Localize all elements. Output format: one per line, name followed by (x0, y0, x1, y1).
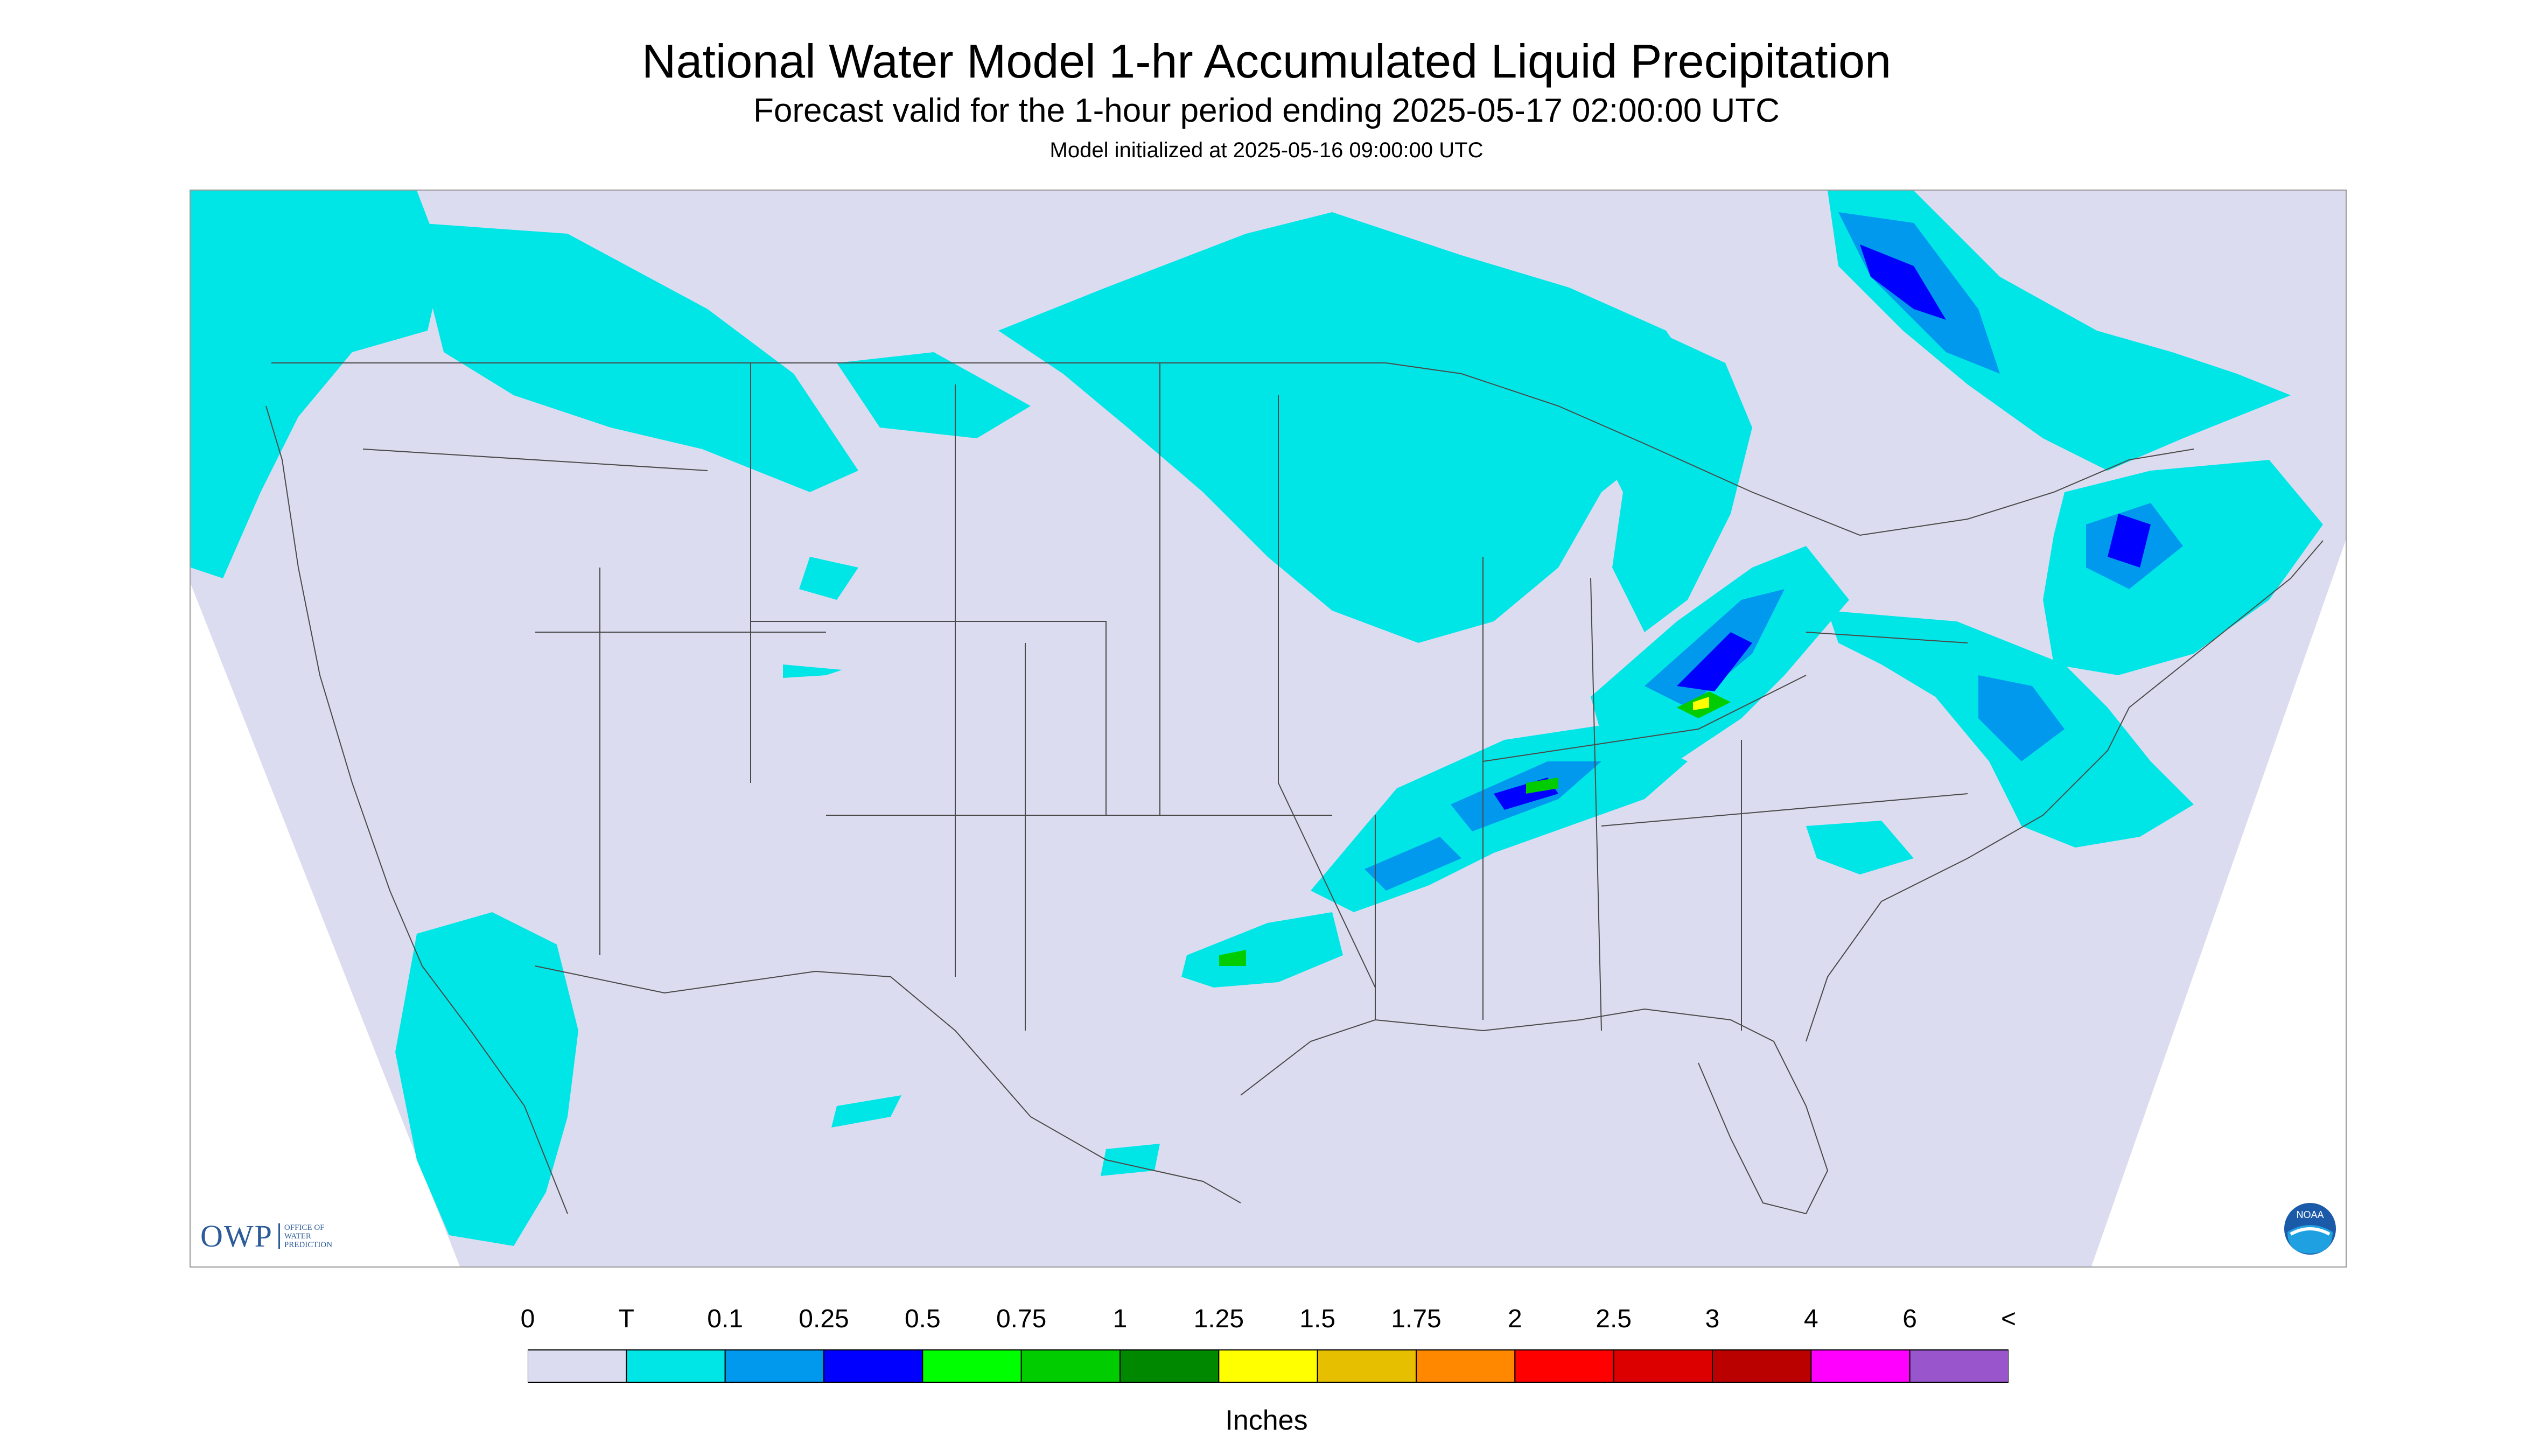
noaa-logo: NOAA (2284, 1203, 2336, 1255)
legend-tick-label: 1.25 (1193, 1305, 1244, 1333)
legend-swatch (626, 1349, 726, 1383)
precip-new-england (2043, 460, 2323, 675)
canada-us-border (271, 362, 2194, 536)
legend-swatch (1909, 1349, 2009, 1383)
owp-logo-text: OWP (200, 1219, 273, 1254)
legend-swatch (1613, 1349, 1713, 1383)
precip-yellow-cores (1693, 697, 1709, 710)
precip-color-scale (528, 1349, 2009, 1383)
west-coast (265, 405, 568, 1214)
us-mexico-border (535, 965, 1241, 1203)
precip-montana-patches (837, 352, 1031, 438)
svg-text:NOAA: NOAA (2296, 1209, 2324, 1220)
legend-swatch (1317, 1349, 1417, 1383)
legend-tick-label: 0.1 (707, 1305, 744, 1333)
east-coast (1806, 540, 2324, 1042)
legend-swatch (1218, 1349, 1318, 1383)
legend-tick-label: 0.5 (904, 1305, 941, 1333)
legend-tick-label: 2.5 (1596, 1305, 1632, 1333)
legend-swatch (724, 1349, 825, 1383)
political-boundaries (265, 362, 2324, 1215)
precipitation-map[interactable] (190, 190, 2347, 1268)
legend-tick-label: 4 (1803, 1305, 1818, 1333)
gulf-coast (1240, 1008, 1829, 1215)
legend-swatch (1514, 1349, 1614, 1383)
precip-green-cores (1219, 691, 1731, 966)
legend-tick-labels: 0 T 0.1 0.25 0.5 0.75 1 1.25 1.5 1.75 2 2.5 3 4 6 < (0, 1303, 2533, 1341)
legend-swatch (528, 1349, 627, 1383)
legend-swatch (922, 1349, 1022, 1383)
precip-quebec (1828, 191, 2291, 471)
precip-upper-midwest (998, 212, 1709, 643)
legend-swatch (1712, 1349, 1812, 1383)
legend-tick-label: 1.75 (1391, 1305, 1442, 1333)
legend-swatch (1810, 1349, 1911, 1383)
precip-baja (395, 912, 578, 1246)
legend-tick-label: 3 (1705, 1305, 1720, 1333)
legend-tick-label: T (618, 1305, 634, 1333)
legend-unit-label: Inches (1225, 1405, 1308, 1436)
owp-logo: OWP OFFICE OF WATER PREDICTION (200, 1218, 332, 1254)
map-title: National Water Model 1-hr Accumulated Li… (641, 34, 1892, 88)
legend-swatch (1119, 1349, 1220, 1383)
legend-swatch (1416, 1349, 1516, 1383)
precip-pacific-nw (191, 191, 444, 578)
legend-tick-label: 1.5 (1299, 1305, 1336, 1333)
legend-tick-label: < (2000, 1305, 2017, 1333)
legend-tick-label: 0 (520, 1305, 535, 1333)
legend-tick-label: 0.25 (799, 1305, 849, 1333)
legend-tick-label: 6 (1902, 1305, 1918, 1333)
precip-east-texas (1181, 912, 1343, 988)
owp-logo-subtext: OFFICE OF WATER PREDICTION (278, 1223, 332, 1249)
model-init-time: Model initialized at 2025-05-16 09:00:00… (1049, 138, 1484, 162)
map-subtitle: Forecast valid for the 1-hour period end… (753, 92, 1780, 129)
precip-northern-rockies (417, 223, 858, 492)
precip-great-lakes (1558, 331, 1752, 632)
legend-swatch (823, 1349, 923, 1383)
legend-tick-label: 2 (1507, 1305, 1522, 1333)
legend-tick-label: 1 (1112, 1305, 1128, 1333)
legend-swatch (1020, 1349, 1121, 1383)
legend-tick-label: 0.75 (996, 1305, 1047, 1333)
